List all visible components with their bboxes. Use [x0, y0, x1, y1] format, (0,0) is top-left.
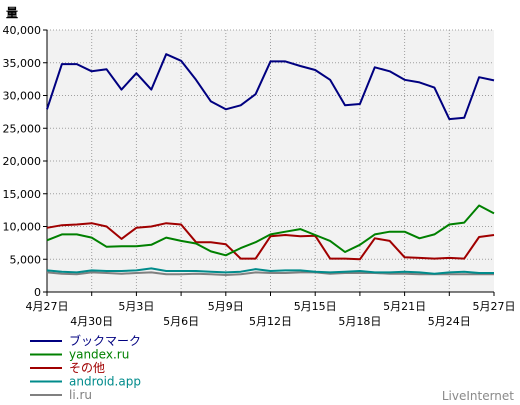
- x-tick-label: 5月3日: [118, 300, 154, 313]
- series-line: [46, 222, 495, 261]
- series-lines: [46, 53, 495, 276]
- legend-label: yandex.ru: [69, 348, 129, 362]
- y-axis-unit-label: 量: [6, 6, 18, 20]
- legend-label: li.ru: [69, 388, 92, 402]
- y-tick-label: 0: [34, 286, 41, 299]
- y-tick-label: 5,000: [10, 253, 42, 266]
- legend-label: ブックマーク: [69, 333, 141, 348]
- series-line: [46, 271, 494, 276]
- brand-watermark: LiveInternet: [442, 389, 514, 403]
- x-tick-label: 4月27日: [26, 300, 69, 313]
- y-tick-label: 20,000: [3, 155, 42, 168]
- x-tick-label: 5月15日: [294, 300, 337, 313]
- series-line: [46, 204, 495, 257]
- y-tick-label: 40,000: [3, 24, 42, 37]
- series-line: [46, 53, 495, 121]
- y-tick-label: 15,000: [3, 188, 42, 201]
- x-tick-label: 4月30日: [70, 315, 113, 328]
- x-tick-label: 5月12日: [249, 315, 292, 328]
- y-tick-label: 35,000: [3, 57, 42, 70]
- x-tick-label: 5月9日: [208, 300, 244, 313]
- x-axis-ticks: 4月27日4月30日5月3日5月6日5月9日5月12日5月15日5月18日5月2…: [26, 292, 516, 328]
- x-tick-label: 5月21日: [383, 300, 426, 313]
- x-tick-label: 5月18日: [338, 315, 381, 328]
- legend-label: その他: [69, 361, 105, 375]
- grid: [47, 29, 494, 292]
- y-tick-label: 30,000: [3, 90, 42, 103]
- x-tick-label: 5月24日: [428, 315, 471, 328]
- y-axis-ticks: 0 5,000 10,000 15,000 20,000 25,000 30,000 35,0…: [3, 24, 47, 299]
- x-tick-label: 5月27日: [473, 300, 516, 313]
- y-tick-label: 25,000: [3, 122, 42, 135]
- y-tick-label: 10,000: [3, 221, 42, 234]
- series-line: [46, 267, 494, 275]
- legend-label: android.app: [69, 375, 141, 389]
- x-tick-label: 5月6日: [163, 315, 199, 328]
